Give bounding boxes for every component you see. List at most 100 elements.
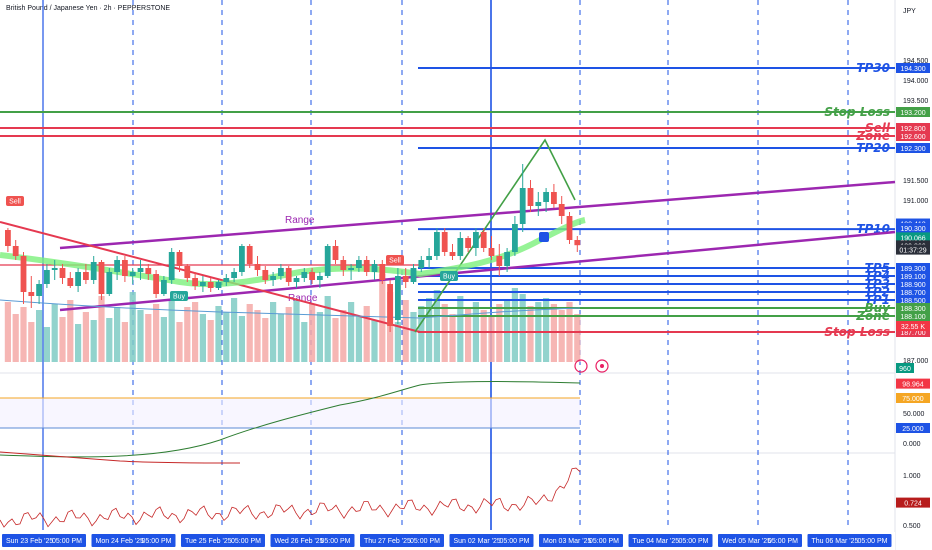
candle-body — [535, 202, 542, 206]
indicator1-badge — [896, 378, 930, 389]
indicator1-badge-text: 25.000 — [902, 426, 924, 433]
candle-body — [145, 268, 152, 274]
date-label-group: Tue 25 Feb '25 05:00 PM — [181, 534, 265, 547]
price-badge-text: 192.600 — [900, 134, 925, 141]
price-badge — [896, 244, 930, 255]
price-badge-text: 190.066 — [900, 235, 925, 242]
volume-bar — [145, 314, 152, 362]
candle-body — [371, 264, 378, 272]
price-badge — [896, 123, 930, 133]
volume-bar — [457, 296, 464, 362]
date-label: Thu 27 Feb '25 — [364, 538, 411, 545]
date-label: Wed 26 Feb '25 — [275, 538, 324, 545]
candle-body — [192, 278, 198, 286]
volume-bar — [519, 294, 526, 362]
candle-body — [309, 272, 315, 280]
candle-body — [51, 268, 58, 270]
candle-body — [168, 252, 175, 280]
volume-bar — [59, 317, 66, 362]
volume-bar — [379, 274, 386, 362]
candle-body — [449, 252, 456, 256]
candle-body — [223, 278, 230, 282]
candle-body — [20, 256, 27, 292]
indicator1-line — [0, 381, 581, 458]
candle-body — [137, 268, 144, 272]
candle-body — [527, 188, 534, 206]
indicator1-badge-text: 98.964 — [902, 382, 924, 389]
price-tick: 187.000 — [903, 358, 928, 365]
price-badge-text: 192.800 — [900, 126, 925, 133]
price-badge-text: 192.300 — [900, 146, 925, 153]
level-label: Stop Loss — [824, 325, 890, 339]
level-label: Buy — [864, 301, 891, 315]
volume-bar — [332, 318, 339, 362]
volume-bar — [543, 298, 550, 362]
candle-body — [356, 260, 362, 268]
candle-body — [231, 272, 237, 278]
indicator1-badge-text: 75.000 — [902, 396, 924, 403]
time-label: 05:00 PM — [321, 538, 351, 545]
candle-body — [285, 268, 292, 282]
volume-bar — [324, 296, 331, 362]
volume-bar — [114, 307, 121, 362]
price-tick: 191.000 — [903, 198, 928, 205]
indicator2-tick: 1.000 — [903, 473, 921, 480]
level-label: TP1 — [865, 293, 890, 307]
volume-bar — [67, 300, 74, 362]
candle-body — [12, 246, 19, 256]
time-label: 05:00 PM — [589, 538, 619, 545]
candle-body — [239, 246, 245, 272]
time-label: 05:00 PM — [231, 538, 261, 545]
candle-body — [441, 232, 448, 252]
candle-body — [122, 260, 128, 276]
candle-body — [317, 276, 323, 280]
candle-body — [98, 262, 105, 294]
price-badge — [896, 303, 930, 313]
dot-icon — [595, 359, 609, 373]
candle-body — [504, 252, 510, 266]
volume-bar — [285, 307, 292, 362]
volume-bar — [153, 304, 160, 362]
volume-bar — [75, 324, 82, 362]
volume-bar — [371, 320, 378, 362]
price-badge-text: 194.300 — [900, 66, 925, 73]
volume-bar — [410, 312, 417, 362]
date-label: Mon 24 Feb '25 — [96, 538, 145, 545]
volume-bar — [527, 306, 534, 362]
candle-body — [106, 272, 113, 294]
price-badge-text: 188.300 — [900, 306, 925, 313]
volume-bar — [20, 307, 27, 362]
price-badge-text: 187.700 — [900, 330, 925, 337]
candle-body — [480, 232, 487, 248]
date-label: Thu 06 Mar '25 — [812, 538, 859, 545]
price-badge — [896, 143, 930, 153]
candle-body — [75, 272, 81, 286]
volume-bar — [301, 322, 308, 362]
price-badge-text: 188.700 — [900, 290, 925, 297]
candle-body — [379, 264, 386, 280]
indicator1-badge — [896, 393, 930, 403]
volume-bar — [277, 314, 284, 362]
price-badge-text: 189.100 — [900, 274, 925, 281]
volume-bar — [51, 304, 58, 362]
volume-bar — [254, 310, 261, 362]
volume-bar — [4, 302, 11, 362]
date-label-group: Tue 04 Mar '25 05:00 PM — [628, 534, 713, 547]
candle-body — [363, 260, 370, 272]
volume-bar — [199, 314, 206, 362]
date-label: Tue 25 Feb '25 — [185, 538, 232, 545]
volume-bar — [363, 306, 370, 362]
price-badge-text: 188.900 — [900, 282, 925, 289]
volume-bar — [270, 302, 277, 362]
price-badge — [896, 263, 930, 273]
price-badge — [896, 107, 930, 117]
price-badge — [896, 287, 930, 297]
candle-body — [215, 282, 222, 288]
candle-body — [395, 276, 401, 320]
volume-bar — [28, 322, 35, 362]
candle-body — [59, 268, 66, 278]
date-label-bg — [181, 534, 265, 547]
date-label-bg — [539, 534, 623, 547]
